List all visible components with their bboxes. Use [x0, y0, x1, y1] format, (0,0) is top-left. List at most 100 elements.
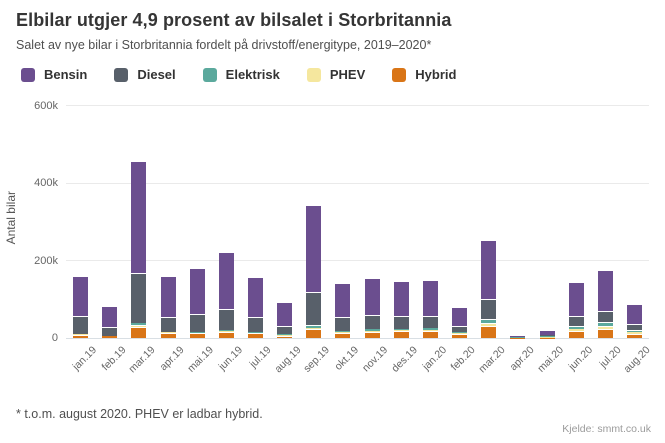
bar-segment-diesel [393, 316, 409, 330]
bar-segment-bensin [539, 330, 555, 336]
stacked-bar-jul.19 [248, 277, 264, 338]
y-tick-label: 400k [34, 177, 58, 190]
y-tick-label: 0 [51, 332, 58, 344]
x-tick-label: feb.19 [99, 344, 129, 374]
page-title: Elbilar utgjer 4,9 prosent av bilsalet i… [16, 10, 452, 30]
bar-segment-bensin [510, 336, 526, 337]
bar-segment-diesel [335, 316, 351, 331]
bar-segment-hybrid [452, 334, 468, 338]
bar-segment-hybrid [218, 331, 234, 338]
legend-swatch-phev [306, 67, 321, 82]
bar-segment-hybrid [481, 326, 497, 338]
bar-segment-phev [73, 334, 89, 335]
bar-segment-hybrid [248, 333, 264, 338]
stacked-bar-jul.20 [597, 270, 613, 338]
bar-segment-hybrid [422, 331, 438, 338]
stacked-bar-mai.20 [539, 330, 555, 338]
stacked-bar-feb.20 [452, 307, 468, 338]
bar-segment-phev [422, 329, 438, 332]
legend-item-hybrid[interactable]: Hybrid [392, 67, 456, 82]
x-tick-label: mar.19 [126, 344, 158, 376]
bar-segment-elektrisk [568, 326, 584, 330]
bar-segment-phev [627, 332, 643, 334]
legend-label: Bensin [44, 67, 88, 82]
bar-segment-elektrisk [364, 329, 380, 332]
bar-segment-bensin [335, 282, 351, 317]
bar-segment-phev [597, 326, 613, 329]
bar-segment-diesel [539, 335, 555, 337]
bar-segment-diesel [189, 313, 205, 332]
bar-segment-phev [218, 331, 234, 332]
stacked-bar-feb.19 [102, 306, 118, 338]
bar-slot-feb.19: feb.19 [95, 98, 128, 373]
plot-area: jan.19 feb.19 mar.19 apr.19 mai.19 jun.19 jul.… [66, 98, 653, 375]
bar-segment-phev [393, 330, 409, 332]
page-subtitle: Salet av nye bilar i Storbritannia forde… [16, 38, 432, 52]
gridline-200k [66, 260, 649, 262]
x-tick-label: jan.19 [70, 344, 100, 373]
bar-slot-jan.19: jan.19 [66, 98, 99, 373]
stacked-bar-jun.20 [568, 281, 584, 338]
bar-slot-nov.19: nov.19 [358, 98, 391, 374]
bar-segment-diesel [452, 326, 468, 333]
bar-slot-okt.19: okt.19 [328, 98, 361, 373]
bar-segment-bensin [393, 280, 409, 317]
bars-layer: jan.19 feb.19 mar.19 apr.19 mai.19 jun.19 jul.… [66, 98, 653, 375]
bar-segment-bensin [452, 307, 468, 327]
y-tick-label: 600k [34, 99, 58, 112]
bar-segment-diesel [73, 315, 89, 334]
bar-segment-elektrisk [597, 322, 613, 327]
x-tick-label: mai.19 [184, 344, 216, 375]
gridline-400k [66, 182, 649, 184]
bar-segment-hybrid [597, 328, 613, 338]
bar-segment-elektrisk [248, 331, 264, 333]
bar-segment-hybrid [189, 333, 205, 338]
stacked-bar-apr.20 [510, 336, 526, 338]
gridline-600k [66, 105, 649, 107]
legend-item-elektrisk[interactable]: Elektrisk [202, 67, 280, 82]
bar-segment-hybrid [568, 331, 584, 338]
bar-slot-jun.20: jun.20 [562, 98, 595, 373]
bar-segment-bensin [131, 160, 147, 273]
chart-legend: Bensin Diesel Elektrisk PHEV Hybrid [21, 67, 649, 82]
x-tick-label: sep.19 [301, 344, 333, 375]
bar-segment-phev [364, 331, 380, 333]
bar-slot-jul.20: jul.20 [591, 98, 624, 370]
bar-segment-hybrid [306, 329, 322, 338]
gridline-0 [66, 337, 649, 339]
bar-segment-bensin [189, 267, 205, 314]
legend-item-bensin[interactable]: Bensin [21, 67, 87, 82]
bar-segment-bensin [422, 280, 438, 316]
bar-segment-phev [452, 333, 468, 335]
bar-segment-elektrisk [452, 332, 468, 334]
bar-segment-bensin [218, 251, 234, 309]
bar-segment-hybrid [73, 334, 89, 338]
bar-segment-bensin [248, 277, 264, 318]
bar-slot-aug.19: aug.19 [270, 98, 303, 375]
bar-segment-phev [568, 329, 584, 332]
bar-slot-feb.20: feb.20 [445, 98, 478, 373]
bar-segment-elektrisk [393, 329, 409, 331]
bar-segment-hybrid [160, 332, 176, 338]
x-tick-label: jun.19 [216, 344, 245, 373]
legend-label: PHEV [329, 67, 366, 82]
bar-segment-diesel [481, 299, 497, 319]
bar-segment-bensin [481, 239, 497, 300]
bar-segment-phev [160, 332, 176, 333]
y-tick-label: 200k [34, 254, 58, 267]
stacked-bar-jan.20 [422, 280, 438, 338]
stacked-bar-okt.19 [335, 282, 351, 338]
y-axis-title-text: Antal bilar [4, 191, 18, 245]
legend-item-diesel[interactable]: Diesel [114, 67, 176, 82]
bar-segment-elektrisk [481, 318, 497, 324]
bar-segment-elektrisk [160, 331, 176, 333]
bar-slot-mar.20: mar.20 [474, 98, 507, 375]
y-axis-ticks: 0 200k 400k 600k [22, 98, 66, 344]
bar-segment-diesel [131, 273, 147, 324]
bar-segment-hybrid [364, 332, 380, 338]
legend-item-phev[interactable]: PHEV [306, 67, 366, 82]
stacked-bar-mar.20 [481, 239, 497, 338]
bar-segment-phev [306, 327, 322, 330]
bar-segment-elektrisk [422, 328, 438, 330]
x-tick-label: mai.20 [534, 344, 566, 375]
